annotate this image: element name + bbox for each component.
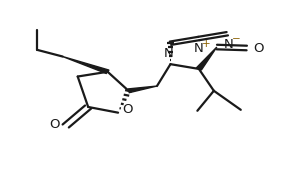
- Text: +: +: [202, 39, 211, 49]
- Text: O: O: [49, 118, 59, 131]
- Text: O: O: [123, 103, 133, 116]
- Text: O: O: [253, 42, 263, 55]
- Text: N: N: [194, 42, 204, 55]
- Polygon shape: [128, 86, 157, 93]
- Text: N: N: [224, 38, 234, 51]
- Polygon shape: [196, 47, 217, 70]
- Text: N: N: [164, 47, 174, 60]
- Polygon shape: [63, 57, 109, 74]
- Text: −: −: [232, 34, 241, 44]
